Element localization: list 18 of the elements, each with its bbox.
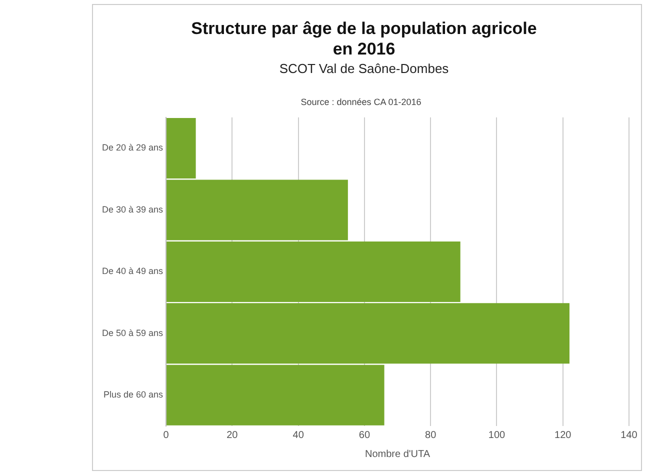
y-tick-label: De 40 à 49 ans: [102, 266, 164, 276]
y-tick-label: De 30 à 39 ans: [102, 204, 164, 214]
y-tick-label: De 20 à 29 ans: [102, 142, 164, 153]
text: en 2016: [332, 39, 396, 58]
x-tick-label: 140: [620, 430, 638, 441]
x-tick-label: 0: [163, 430, 170, 441]
chart-subtitle: SCOT Val de Saône-Dombes: [279, 61, 450, 76]
x-tick-label: 80: [425, 430, 437, 441]
x-tick-label: 40: [292, 430, 304, 441]
x-tick-label: 120: [554, 430, 572, 441]
text: Structure par âge de la population agricole: [191, 18, 537, 38]
x-tick-label: 100: [488, 430, 506, 441]
y-tick-label: Plus de 60 ans: [104, 390, 164, 400]
x-tick-label: 60: [358, 430, 370, 441]
x-tick-label: 20: [226, 430, 238, 441]
source-note: Source : données CA 01-2016: [300, 97, 422, 107]
x-axis-title: Nombre d'UTA: [364, 448, 430, 460]
y-tick-label: De 50 à 59 ans: [102, 328, 164, 338]
